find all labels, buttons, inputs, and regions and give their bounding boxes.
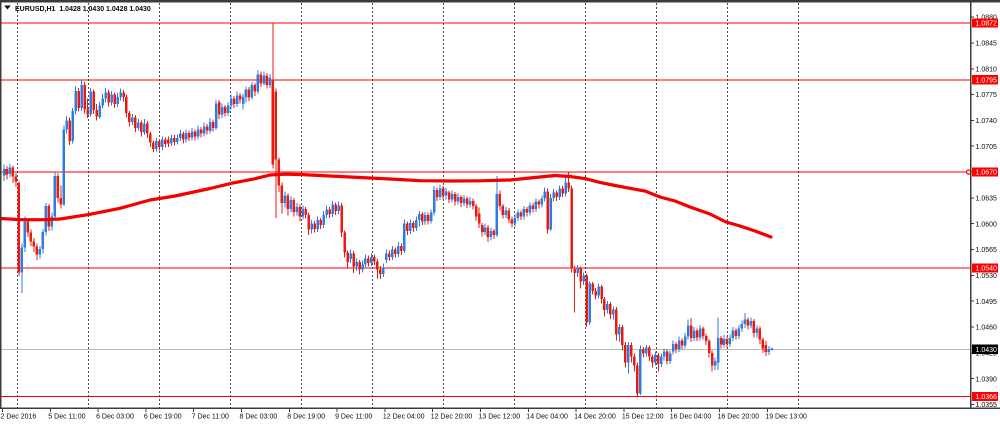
svg-text:1.0390: 1.0390 — [976, 376, 998, 383]
svg-text:1.0670: 1.0670 — [976, 170, 998, 177]
svg-text:1.0705: 1.0705 — [976, 144, 998, 151]
svg-text:1.0810: 1.0810 — [976, 66, 998, 73]
svg-text:12 Dec 04:00: 12 Dec 04:00 — [383, 414, 425, 421]
svg-text:1.0540: 1.0540 — [976, 266, 998, 273]
svg-text:9 Dec 11:00: 9 Dec 11:00 — [335, 414, 372, 421]
svg-text:1.0740: 1.0740 — [976, 118, 998, 125]
svg-text:16 Dec 20:00: 16 Dec 20:00 — [718, 414, 760, 421]
svg-text:1.0880: 1.0880 — [976, 15, 998, 22]
svg-text:1.0430: 1.0430 — [976, 347, 998, 354]
svg-text:1.0600: 1.0600 — [976, 221, 998, 228]
svg-text:5 Dec 11:00: 5 Dec 11:00 — [48, 414, 85, 421]
svg-text:EURUSD,H1 1.0428 1.0430 1.042: EURUSD,H1 1.0428 1.0430 1.0428 1.0430 — [15, 6, 151, 13]
svg-text:1.0565: 1.0565 — [976, 247, 998, 254]
svg-text:1.0366: 1.0366 — [976, 394, 998, 401]
svg-text:14 Dec 20:00: 14 Dec 20:00 — [574, 414, 616, 421]
svg-text:1.0530: 1.0530 — [976, 273, 998, 280]
svg-text:7 Dec 11:00: 7 Dec 11:00 — [192, 414, 229, 421]
svg-text:1.0795: 1.0795 — [976, 77, 998, 84]
svg-text:1.0872: 1.0872 — [976, 21, 998, 28]
svg-text:2 Dec 2016: 2 Dec 2016 — [1, 414, 37, 421]
svg-text:6 Dec 03:00: 6 Dec 03:00 — [96, 414, 134, 421]
svg-text:13 Dec 12:00: 13 Dec 12:00 — [479, 414, 521, 421]
svg-text:19 Dec 13:00: 19 Dec 13:00 — [765, 414, 807, 421]
svg-text:1.0355: 1.0355 — [976, 402, 998, 409]
svg-text:14 Dec 04:00: 14 Dec 04:00 — [526, 414, 568, 421]
svg-text:12 Dec 20:00: 12 Dec 20:00 — [431, 414, 473, 421]
svg-text:1.0635: 1.0635 — [976, 196, 998, 203]
svg-text:1.0425: 1.0425 — [976, 351, 998, 358]
svg-text:6 Dec 19:00: 6 Dec 19:00 — [144, 414, 182, 421]
svg-text:1.0495: 1.0495 — [976, 299, 998, 306]
svg-text:1.0460: 1.0460 — [976, 325, 998, 332]
svg-text:8 Dec 03:00: 8 Dec 03:00 — [240, 414, 278, 421]
svg-text:1.0845: 1.0845 — [976, 41, 998, 48]
svg-text:16 Dec 04:00: 16 Dec 04:00 — [670, 414, 712, 421]
svg-text:15 Dec 12:00: 15 Dec 12:00 — [622, 414, 664, 421]
svg-text:8 Dec 19:00: 8 Dec 19:00 — [287, 414, 325, 421]
svg-text:1.0775: 1.0775 — [976, 92, 998, 99]
